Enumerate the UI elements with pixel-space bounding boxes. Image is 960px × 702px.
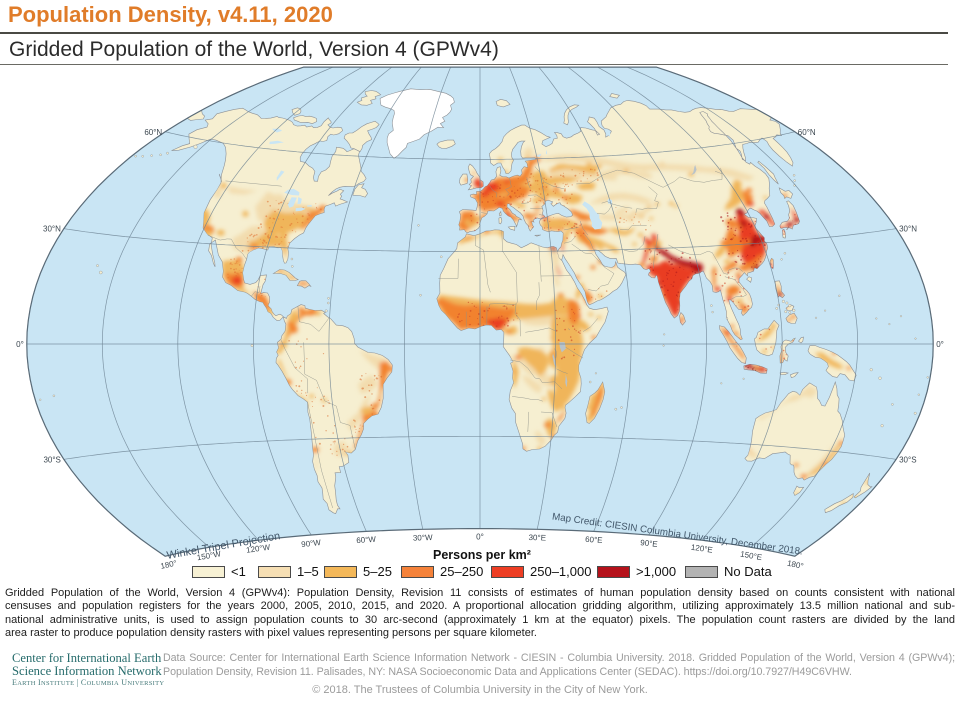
- svg-text:30°N: 30°N: [43, 225, 61, 234]
- svg-text:0°: 0°: [16, 340, 24, 349]
- svg-text:180°: 180°: [786, 559, 804, 571]
- svg-text:30°N: 30°N: [899, 225, 917, 234]
- svg-text:150°W: 150°W: [196, 549, 222, 562]
- svg-text:150°E: 150°E: [740, 550, 763, 563]
- svg-text:60°N: 60°N: [798, 128, 816, 137]
- svg-text:30°S: 30°S: [43, 455, 60, 464]
- svg-text:120°W: 120°W: [246, 543, 272, 555]
- svg-text:120°E: 120°E: [690, 543, 713, 555]
- svg-text:30°W: 30°W: [413, 533, 433, 543]
- svg-text:30°E: 30°E: [528, 533, 546, 543]
- svg-text:30°S: 30°S: [899, 455, 916, 464]
- svg-text:60°E: 60°E: [585, 535, 603, 545]
- svg-text:0°: 0°: [936, 340, 944, 349]
- svg-text:180°: 180°: [160, 559, 178, 571]
- svg-text:60°W: 60°W: [356, 535, 377, 545]
- svg-text:90°E: 90°E: [640, 538, 658, 549]
- svg-text:0°: 0°: [476, 533, 484, 542]
- svg-text:60°N: 60°N: [144, 128, 162, 137]
- svg-text:90°W: 90°W: [301, 538, 322, 549]
